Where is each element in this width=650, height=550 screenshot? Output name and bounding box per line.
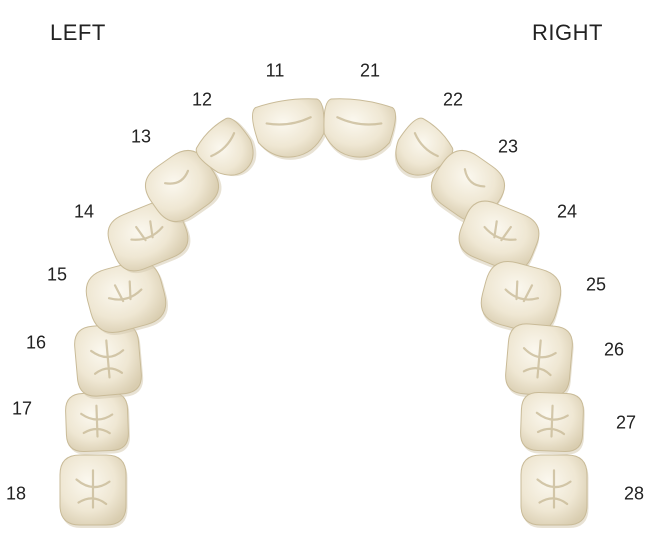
tooth-groove: [463, 168, 486, 188]
tooth-number-26: 26: [603, 339, 625, 360]
tooth-crown: [85, 261, 167, 333]
tooth-groove: [163, 169, 190, 185]
tooth-number-14: 14: [73, 201, 95, 222]
left-side-label: LEFT: [50, 20, 106, 45]
tooth-15[interactable]: [81, 256, 173, 341]
tooth-groove: [130, 220, 164, 242]
tooth-crown: [252, 98, 325, 158]
tooth-number-23: 23: [497, 136, 519, 157]
tooth-number-27: 27: [615, 412, 637, 433]
tooth-21[interactable]: [319, 95, 399, 165]
right-side-label: RIGHT: [532, 20, 603, 45]
tooth-groove: [336, 116, 383, 126]
tooth-13[interactable]: [137, 141, 230, 232]
tooth-number-22: 22: [442, 89, 464, 110]
tooth-groove: [90, 339, 125, 379]
tooth-number-17: 17: [11, 398, 33, 419]
tooth-groove: [210, 132, 236, 158]
tooth-number-21: 21: [359, 60, 381, 81]
tooth-22[interactable]: [382, 113, 459, 190]
tooth-number-25: 25: [585, 274, 607, 295]
tooth-number-13: 13: [130, 126, 152, 147]
tooth-number-28: 28: [623, 483, 645, 504]
tooth-18[interactable]: [59, 454, 128, 528]
tooth-groove: [522, 339, 557, 379]
tooth-16[interactable]: [73, 322, 145, 400]
tooth-number-24: 24: [556, 201, 578, 222]
tooth-12[interactable]: [191, 112, 268, 189]
tooth-11[interactable]: [251, 95, 331, 165]
tooth-groove: [107, 280, 143, 303]
tooth-number-11: 11: [265, 60, 285, 81]
tooth-groove: [535, 404, 569, 438]
tooth-17[interactable]: [65, 392, 131, 455]
tooth-groove: [80, 404, 114, 438]
tooth-26[interactable]: [504, 322, 576, 400]
tooth-groove: [536, 469, 572, 509]
tooth-number-16: 16: [25, 332, 47, 353]
tooth-24[interactable]: [452, 195, 547, 281]
tooth-27[interactable]: [520, 392, 586, 455]
tooth-number-15: 15: [46, 264, 68, 285]
tooth-groove: [504, 280, 540, 303]
tooth-28[interactable]: [520, 454, 589, 528]
tooth-25[interactable]: [475, 256, 567, 341]
tooth-groove: [483, 220, 517, 242]
tooth-groove: [413, 132, 439, 158]
tooth-crown: [323, 98, 396, 158]
tooth-number-18: 18: [5, 483, 27, 504]
tooth-groove: [75, 469, 111, 509]
tooth-number-12: 12: [191, 89, 213, 110]
tooth-groove: [265, 116, 312, 126]
